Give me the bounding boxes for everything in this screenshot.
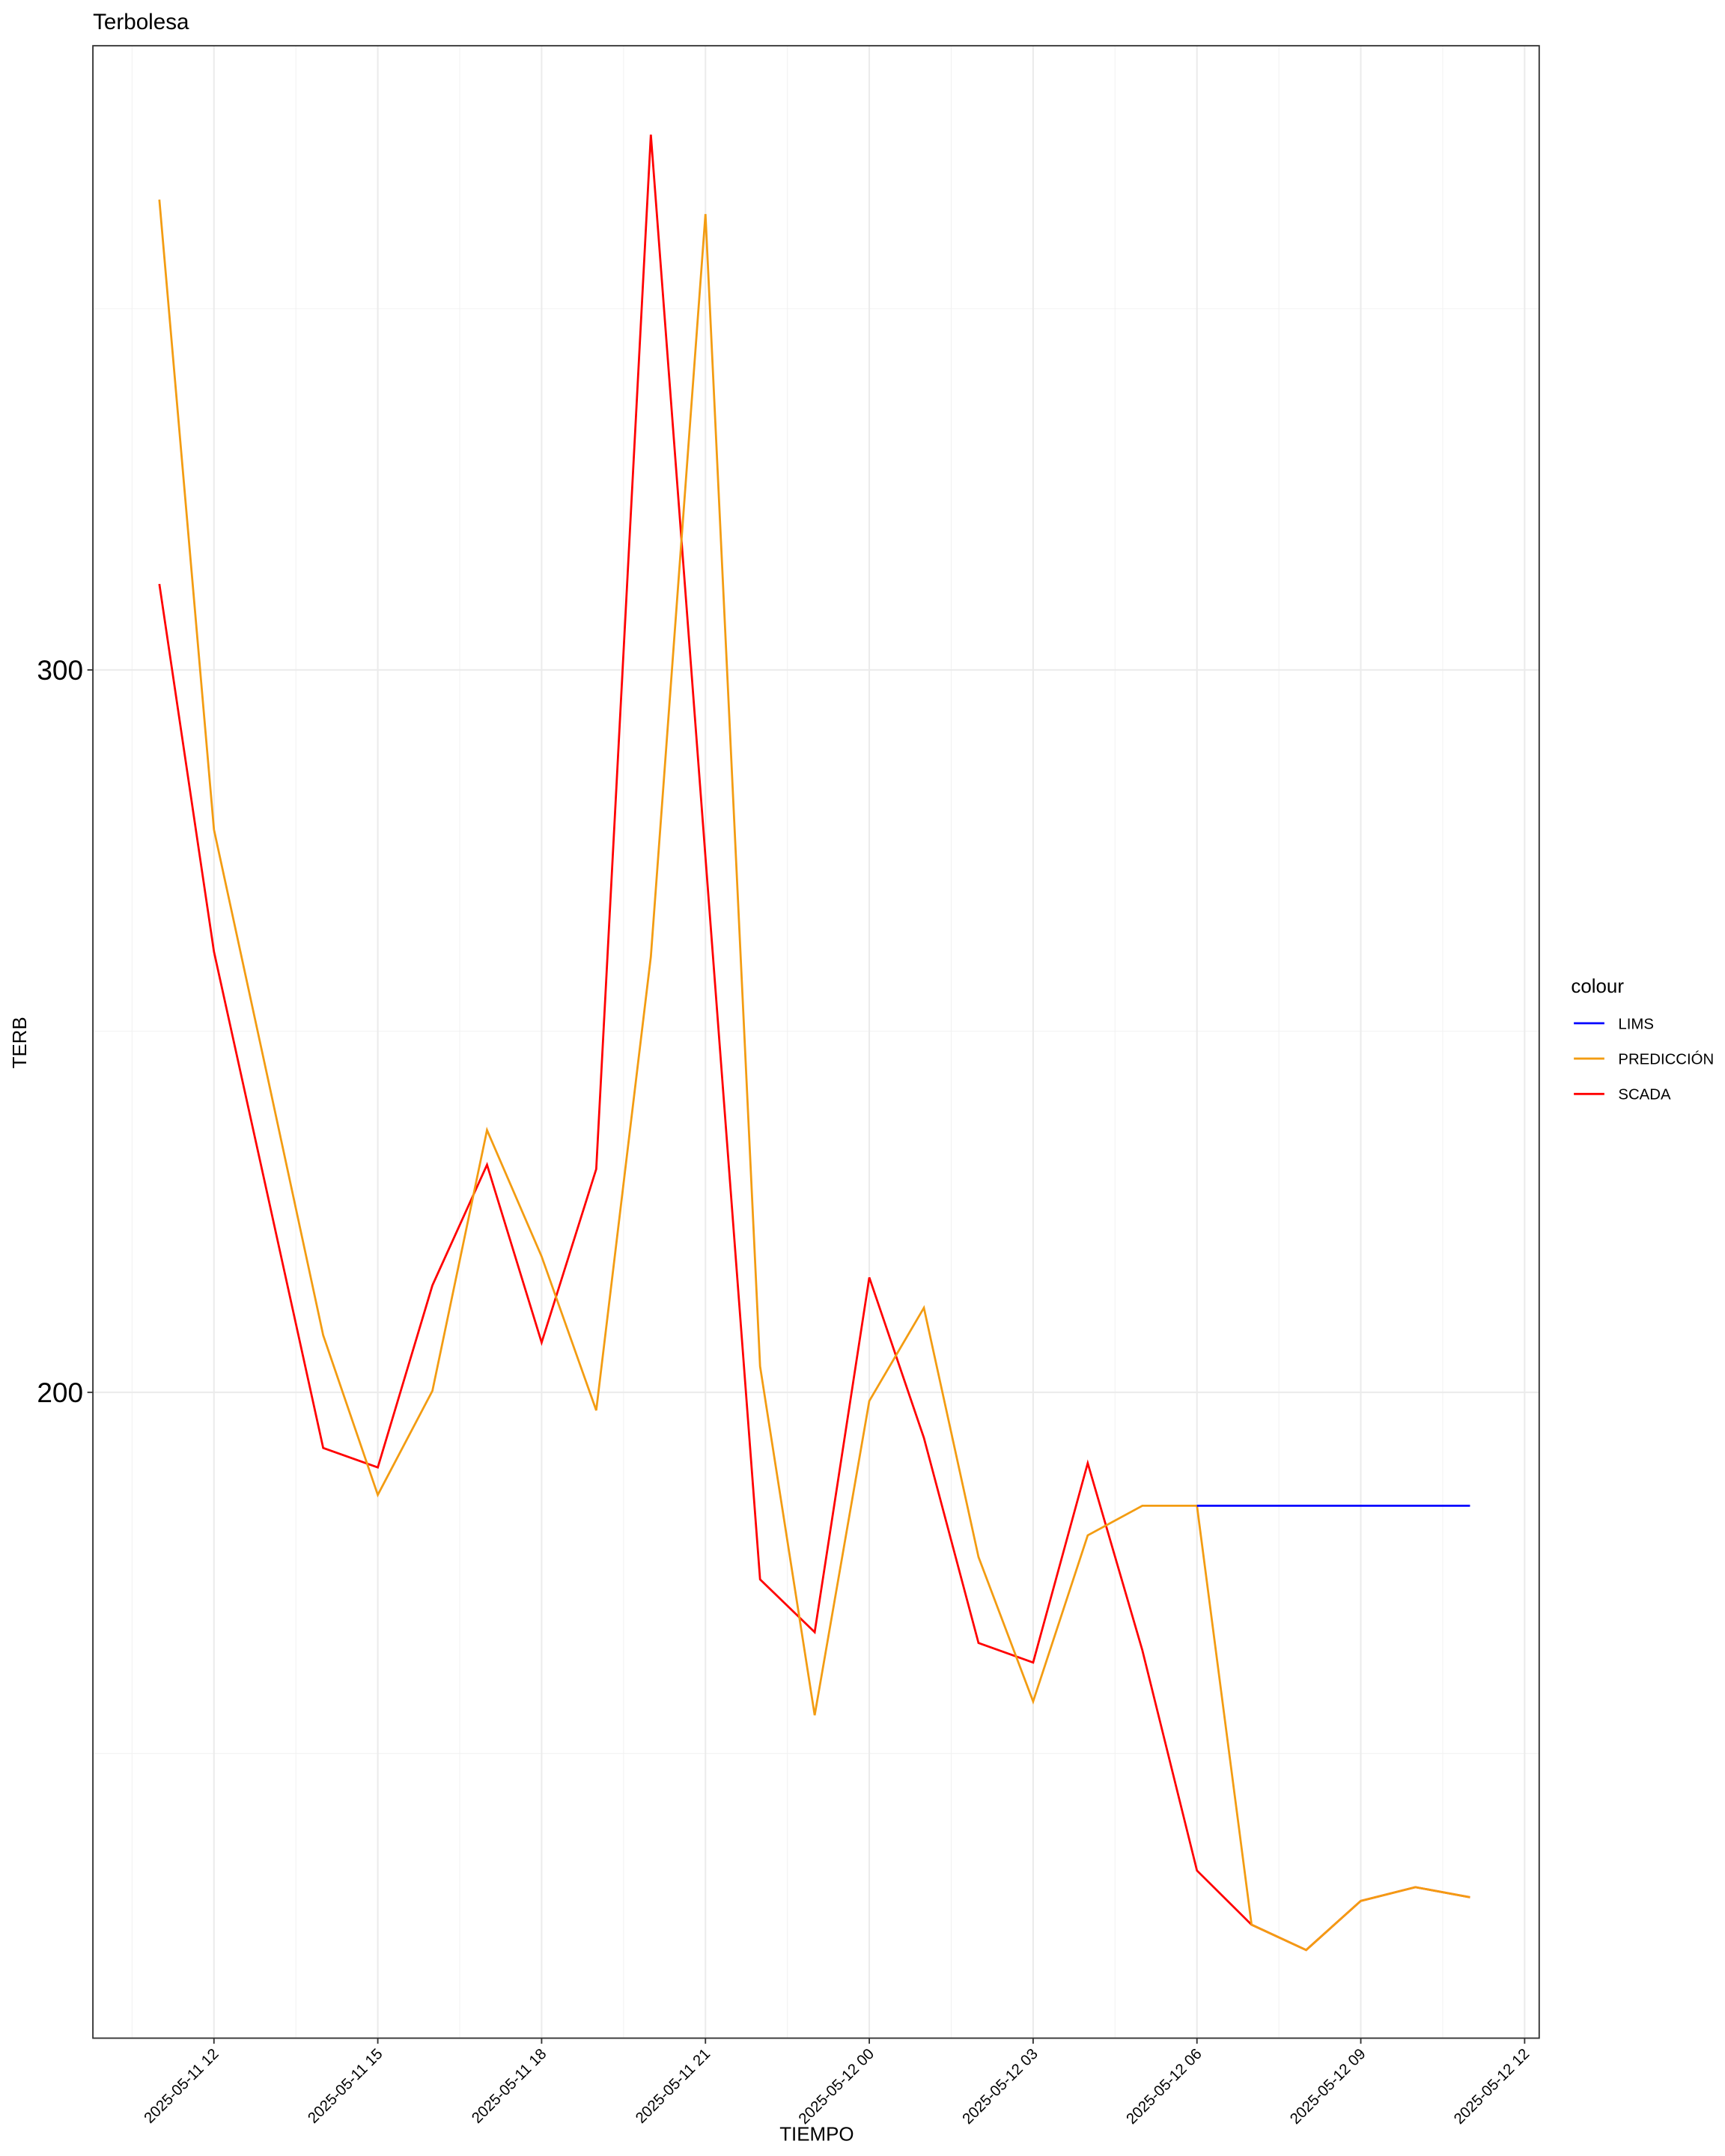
x-tick-label: 2025-05-11 12 — [142, 2046, 222, 2127]
x-tick-label: 2025-05-12 09 — [1287, 2046, 1369, 2128]
y-tick-label: 300 — [37, 654, 83, 686]
y-axis-title: TERB — [10, 1017, 31, 1068]
x-tick-label: 2025-05-11 21 — [633, 2046, 714, 2127]
x-tick-label: 2025-05-12 00 — [796, 2046, 877, 2128]
x-tick-label: 2025-05-12 12 — [1451, 2046, 1533, 2128]
legend-label: PREDICCIÓN — [1618, 1050, 1714, 1068]
legend-label: SCADA — [1618, 1087, 1671, 1103]
panel-border — [92, 45, 1540, 2039]
legend-label: LIMS — [1618, 1016, 1654, 1032]
x-tick-label: 2025-05-11 15 — [305, 2046, 386, 2127]
chart-title: Terbolesa — [93, 10, 189, 34]
series-line — [158, 134, 1470, 1952]
x-tick-label: 2025-05-12 06 — [1123, 2046, 1205, 2128]
x-tick-label: 2025-05-12 03 — [960, 2046, 1041, 2128]
series-line — [158, 199, 1470, 1952]
legend-title: colour — [1571, 976, 1624, 997]
x-tick-label: 2025-05-11 18 — [469, 2046, 550, 2127]
x-axis-title: TIEMPO — [779, 2125, 854, 2146]
y-tick-label: 200 — [37, 1377, 83, 1408]
